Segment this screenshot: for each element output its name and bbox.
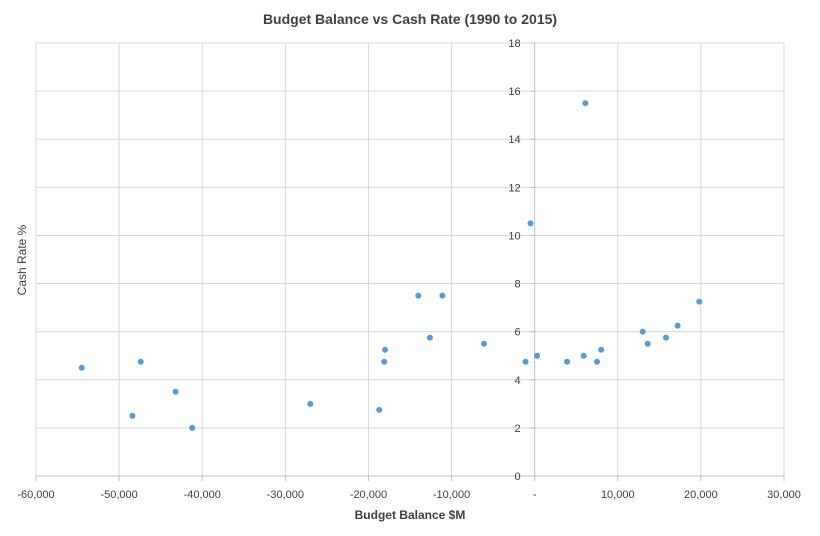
data-point	[415, 292, 422, 299]
data-point	[662, 334, 669, 341]
data-point	[639, 328, 646, 335]
data-point	[376, 406, 383, 413]
data-point	[674, 322, 681, 329]
data-point	[426, 334, 433, 341]
x-tick-label: -50,000	[100, 489, 137, 501]
x-tick-label: -10,000	[433, 489, 470, 501]
x-tick-label: -30,000	[267, 489, 304, 501]
chart-title: Budget Balance vs Cash Rate (1990 to 201…	[263, 11, 557, 27]
data-point	[129, 412, 136, 419]
x-tick-label: -60,000	[17, 489, 54, 501]
x-tick-labels: -60,000 -50,000 -40,000 -30,000 -20,000 -10,0…	[17, 489, 800, 501]
data-point	[172, 388, 179, 395]
data-point	[582, 100, 589, 107]
data-point	[527, 220, 534, 227]
x-tick-label: -20,000	[350, 489, 387, 501]
data-point	[480, 340, 487, 347]
data-point	[137, 358, 144, 365]
x-tick-label: 20,000	[684, 489, 718, 501]
y-tick-label: 0	[515, 471, 521, 483]
x-tick-label: -40,000	[184, 489, 221, 501]
data-point	[594, 358, 600, 365]
y-tick-label: 4	[515, 375, 521, 387]
y-axis-title: Cash Rate %	[15, 224, 29, 295]
data-point	[439, 292, 446, 299]
gridlines	[35, 42, 785, 476]
data-point	[644, 340, 651, 347]
data-point	[189, 424, 196, 431]
data-point	[598, 346, 605, 353]
y-tick-labels: 0 2 4 6 8 10 12 14 16 18	[508, 38, 520, 483]
data-point	[696, 298, 703, 305]
data-point	[382, 346, 389, 353]
y-tick-label: 6	[515, 327, 521, 339]
y-tick-label: 2	[515, 423, 521, 435]
data-point	[580, 352, 587, 359]
y-tick-label: 12	[508, 182, 520, 194]
y-tick-label: 10	[508, 230, 520, 242]
data-points	[78, 100, 703, 431]
y-tick-label: 16	[508, 86, 520, 98]
y-tick-label: 14	[508, 134, 520, 146]
data-point	[522, 358, 529, 365]
data-point	[78, 364, 85, 371]
x-axis-title: Budget Balance $M	[355, 508, 466, 522]
y-tick-label: 8	[515, 279, 521, 291]
x-tick-label: -	[533, 489, 537, 501]
data-point	[381, 358, 388, 365]
y-tick-label: 18	[508, 38, 520, 50]
x-tick-label: 30,000	[767, 489, 801, 501]
data-point	[564, 358, 571, 365]
data-point	[307, 400, 314, 407]
data-point	[534, 352, 541, 359]
axes	[35, 42, 785, 481]
x-tick-label: 10,000	[601, 489, 635, 501]
